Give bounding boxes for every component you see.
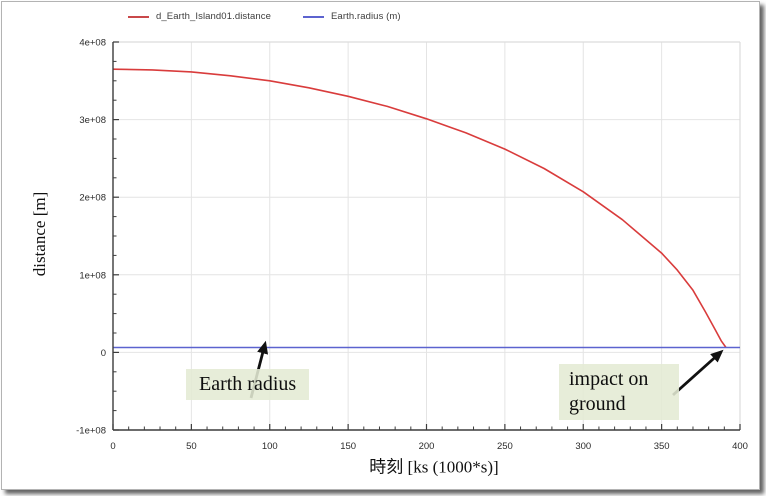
y-tick-label: -1e+08 — [76, 426, 106, 437]
x-tick-label: 0 — [110, 441, 115, 452]
x-tick-label: 200 — [419, 441, 435, 452]
y-axis-title: distance [m] — [30, 191, 49, 277]
y-tick-label: 4e+08 — [79, 38, 106, 49]
x-tick-label: 350 — [654, 441, 670, 452]
plot-legend: d_Earth_Island01.distance Earth.radius (… — [128, 11, 401, 22]
y-tick-label: 0 — [101, 348, 106, 359]
x-tick-label: 150 — [340, 441, 356, 452]
legend-red-line-swatch — [128, 15, 149, 18]
y-tick-label: 1e+08 — [79, 270, 106, 281]
x-tick-label: 100 — [262, 441, 278, 452]
x-tick-label: 400 — [732, 441, 748, 452]
annotation-earth-radius: Earth radius — [186, 369, 310, 400]
annotation-impact-on-ground: impact on ground — [559, 364, 679, 420]
chart-canvas: 0 50 100 150 200 250 300 350 400 -1e+08 0 1e+08 2e+0… — [2, 2, 759, 489]
legend-label-distance: d_Earth_Island01.distance — [156, 11, 271, 22]
legend-label-earth-radius: Earth.radius (m) — [331, 11, 401, 22]
y-tick-label: 2e+08 — [79, 193, 106, 204]
x-axis-title: 時刻 [ks (1000*s)] — [369, 457, 499, 477]
x-tick-label: 250 — [497, 441, 513, 452]
legend-item-distance: d_Earth_Island01.distance — [128, 11, 271, 22]
x-tick-label: 300 — [575, 441, 591, 452]
y-tick-label: 3e+08 — [79, 115, 106, 126]
series-distance-curve — [112, 68, 727, 348]
plot-frame: 0 50 100 150 200 250 300 350 400 -1e+08 0 1e+08 2e+0… — [1, 1, 760, 490]
impact-arrow — [672, 349, 724, 397]
x-tick-label: 50 — [186, 441, 197, 452]
legend-item-earth-radius: Earth.radius (m) — [303, 11, 401, 22]
legend-blue-line-swatch — [303, 15, 324, 18]
